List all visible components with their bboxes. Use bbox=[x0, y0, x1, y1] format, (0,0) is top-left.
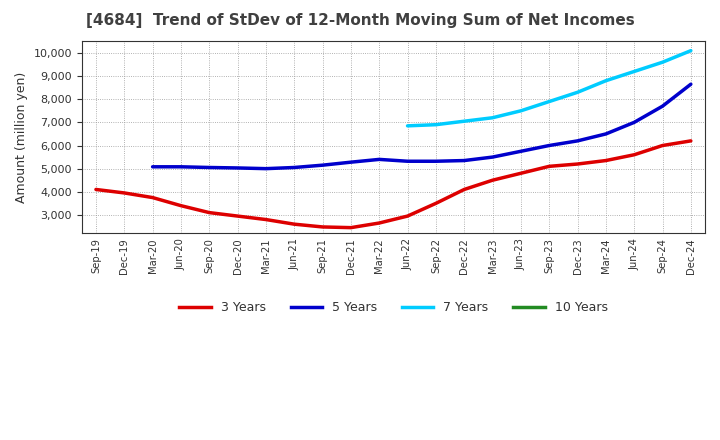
Text: [4684]  Trend of StDev of 12-Month Moving Sum of Net Incomes: [4684] Trend of StDev of 12-Month Moving… bbox=[86, 13, 634, 28]
Legend: 3 Years, 5 Years, 7 Years, 10 Years: 3 Years, 5 Years, 7 Years, 10 Years bbox=[174, 297, 613, 319]
Y-axis label: Amount (million yen): Amount (million yen) bbox=[15, 72, 28, 203]
